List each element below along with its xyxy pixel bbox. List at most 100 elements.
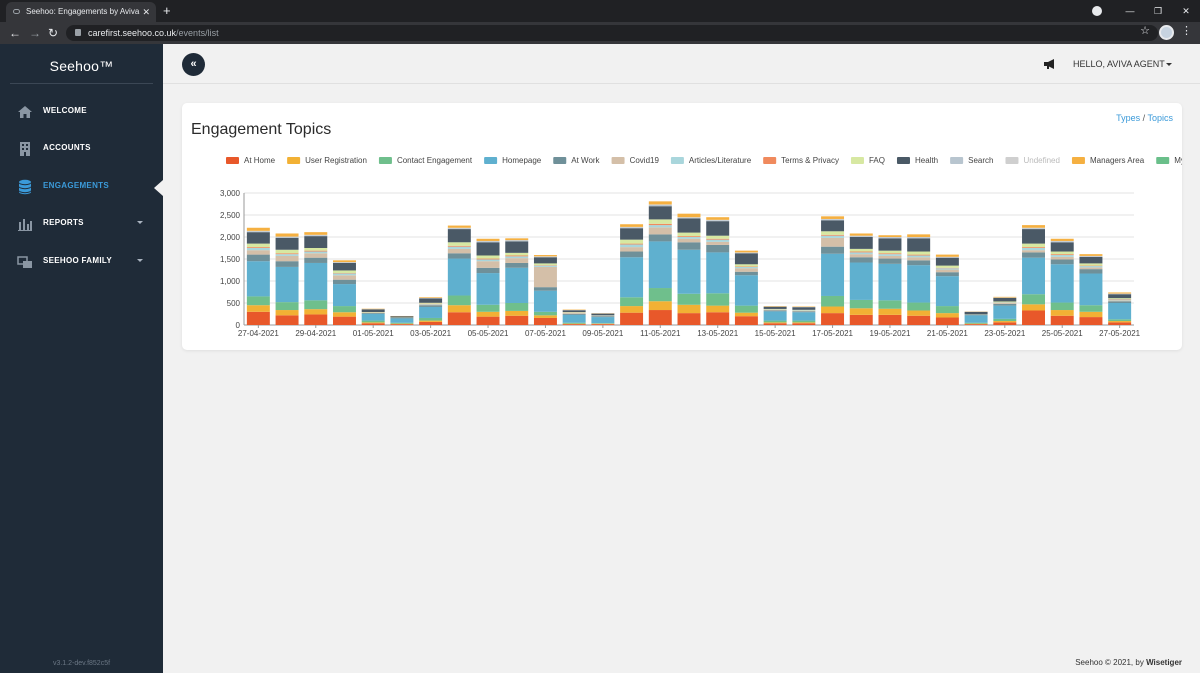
bar-segment (361, 320, 385, 323)
x-tick-label: 21-05-2021 (927, 329, 968, 338)
bar-segment (1079, 311, 1103, 318)
bar-segment (1022, 229, 1045, 244)
bar-segment (505, 240, 529, 242)
bar-segment (907, 265, 931, 303)
bar-segment (878, 308, 902, 315)
bar-segment (677, 232, 701, 237)
bar-segment (246, 250, 270, 255)
bar-segment (792, 323, 816, 325)
legend-swatch (763, 157, 777, 164)
bar-segment (648, 234, 672, 242)
x-tick-label: 11-05-2021 (640, 329, 681, 338)
x-tick-label: 13-05-2021 (697, 329, 738, 338)
sidebar-item-accounts[interactable]: ACCOUNTS (0, 139, 163, 159)
bar-segment (821, 295, 845, 307)
browser-menu-icon[interactable]: ⋮ (1181, 25, 1192, 37)
bar-segment (907, 315, 931, 325)
footer: Seehoo © 2021, by Wisetiger (1075, 658, 1182, 667)
legend-label: Articles/Literature (689, 156, 752, 165)
bar-segment (907, 310, 931, 316)
bar-segment (792, 322, 816, 324)
sidebar-item-engagements[interactable]: ENGAGEMENTS (0, 177, 163, 197)
bar-segment (620, 297, 644, 307)
minimize-icon[interactable]: — (1125, 6, 1135, 16)
legend-label: Contact Engagement (397, 156, 473, 165)
bar-segment (447, 229, 471, 243)
browser-profile-icon[interactable] (1092, 6, 1102, 16)
new-tab-icon[interactable]: + (163, 3, 171, 18)
bar-segment (821, 216, 845, 219)
bar-segment (907, 238, 931, 252)
bar-segment (361, 314, 385, 321)
bar-segment (821, 219, 845, 221)
bar-segment (419, 304, 443, 306)
user-menu[interactable]: HELLO, AVIVA AGENT (1073, 59, 1172, 69)
lock-icon (75, 29, 81, 36)
sidebar-item-label: REPORTS (43, 218, 84, 227)
bookmark-star-icon[interactable]: ☆ (1140, 25, 1150, 37)
bar-segment (878, 235, 902, 237)
bar-segment (935, 268, 959, 270)
bar-segment (390, 318, 414, 323)
bar-segment (849, 233, 873, 236)
bar-segment (533, 263, 557, 266)
bar-segment (993, 301, 1017, 303)
bar-segment (677, 237, 701, 239)
bar-segment (993, 303, 1017, 304)
sidebar-item-welcome[interactable]: WELCOME (0, 102, 163, 122)
bar-segment (476, 311, 500, 317)
legend-swatch (896, 157, 910, 164)
bar-segment (706, 238, 730, 240)
bar-segment (304, 300, 328, 310)
bar-segment (677, 313, 701, 325)
tab-close-icon[interactable]: ✕ (142, 7, 150, 17)
bar-segment (677, 217, 701, 219)
topics-link[interactable]: Topics (1147, 113, 1173, 123)
bar-segment (333, 316, 356, 325)
bar-segment (907, 254, 931, 256)
bar-segment (246, 247, 270, 248)
browser-tab[interactable]: Seehoo: Engagements by Aviva ✕ (6, 2, 156, 22)
bar-segment (505, 258, 529, 263)
bar-segment (964, 315, 988, 323)
bar-segment (620, 239, 644, 244)
bar-segment (620, 247, 644, 252)
bar-segment (935, 272, 959, 277)
bar-segment (419, 321, 443, 325)
bar-segment (878, 314, 902, 325)
legend-swatch (670, 157, 684, 164)
legend-swatch (1005, 157, 1019, 164)
legend-swatch (553, 157, 567, 164)
maximize-icon[interactable]: ❐ (1153, 5, 1163, 16)
types-link[interactable]: Types (1116, 113, 1141, 123)
x-tick-label: 17-05-2021 (812, 329, 853, 338)
sidebar-item-label: ACCOUNTS (43, 143, 91, 152)
close-window-icon[interactable]: ✕ (1182, 5, 1190, 16)
home-icon (18, 106, 32, 118)
sidebar-item-seehoo-family[interactable]: SEEHOO FAMILY (0, 252, 163, 272)
bar-segment (275, 266, 299, 303)
browser-avatar-icon[interactable] (1159, 25, 1174, 40)
bar-segment (361, 309, 385, 313)
address-bar[interactable]: carefirst.seehoo.co.uk/events/list (66, 25, 1158, 41)
megaphone-icon[interactable] (1043, 58, 1056, 70)
back-arrow-icon[interactable]: ← (9, 26, 21, 40)
bar-segment (275, 302, 299, 311)
bar-segment (648, 301, 672, 311)
bar-segment (677, 242, 701, 250)
legend-label: Search (968, 156, 993, 165)
collapse-sidebar-button[interactable]: « (182, 53, 205, 76)
bar-segment (792, 307, 816, 310)
brand-logo[interactable]: Seehoo™ (49, 58, 114, 74)
reload-icon[interactable]: ↻ (48, 26, 59, 40)
x-tick-label: 19-05-2021 (870, 329, 911, 338)
x-tick-label: 27-04-2021 (238, 329, 279, 338)
bar-segment (562, 313, 586, 314)
bar-segment (304, 248, 328, 251)
bar-segment (792, 312, 816, 321)
bar-segment (648, 310, 672, 325)
sidebar-item-reports[interactable]: REPORTS (0, 214, 163, 234)
bar-segment (333, 273, 356, 276)
bar-segment (304, 250, 328, 252)
forward-arrow-icon[interactable]: → (29, 26, 41, 40)
